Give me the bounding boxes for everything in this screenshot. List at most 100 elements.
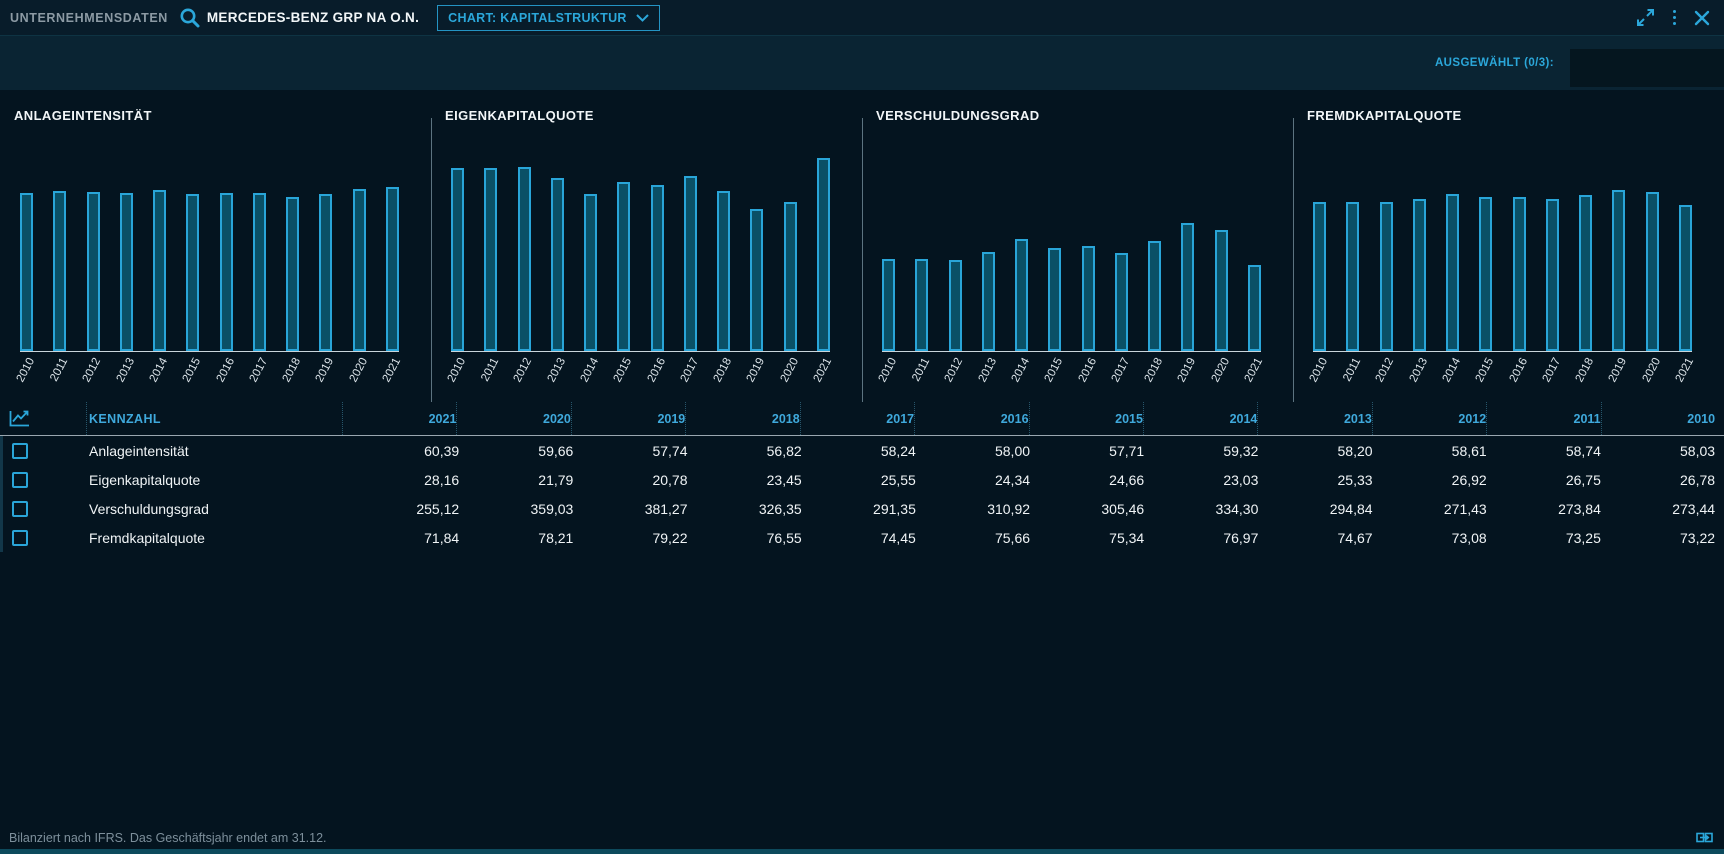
x-axis-label: 2010: [14, 356, 38, 385]
value-cell: 58,00: [994, 442, 1031, 459]
value-cell: 255,12: [416, 500, 460, 517]
x-axis-label: 2020: [1209, 356, 1232, 385]
search-icon: [178, 6, 201, 29]
row-select-checkbox[interactable]: [12, 500, 28, 517]
x-axis-label: 2020: [347, 356, 370, 385]
value-cell: 291,35: [873, 500, 916, 517]
x-axis-label: 2016: [1076, 356, 1099, 385]
header-icon-cell: [0, 410, 86, 427]
bar-2014: [1015, 239, 1029, 351]
value-cell: 25,55: [880, 471, 916, 488]
bar-2019: [1612, 190, 1626, 351]
line-chart-icon: [9, 410, 30, 427]
bar-2021: [385, 187, 399, 351]
table-header-row: KENNZAHL 2021 2020 2019 2018 2017 2016 2015 201…: [0, 402, 1724, 436]
value-cell: 23,45: [766, 471, 802, 488]
bar-2016: [1081, 246, 1095, 351]
value-cell: 71,84: [424, 529, 460, 546]
x-axis-label: 2011: [910, 356, 933, 384]
bar-2014: [584, 194, 598, 351]
x-axis-label: 2013: [1407, 356, 1430, 385]
bar-2018: [1148, 241, 1162, 351]
kennzahl-column-header: KENNZAHL: [86, 402, 342, 435]
column-header-2013: 2013: [1257, 402, 1372, 435]
chart-title: VERSCHULDUNGSGRAD: [876, 108, 1040, 123]
bar-2013: [119, 193, 133, 351]
x-axis-label: 2016: [1507, 356, 1530, 385]
kennzahl-label: Anlageintensität: [89, 442, 189, 459]
value-cell: 24,34: [994, 471, 1031, 488]
x-axis-label: 2021: [1242, 356, 1266, 385]
value-cell: 56,82: [766, 442, 802, 459]
row-select-checkbox[interactable]: [12, 442, 28, 459]
expand-button[interactable]: [1636, 8, 1655, 27]
x-axis-label: 2013: [114, 356, 137, 385]
x-axis-label: 2010: [445, 356, 469, 385]
value-cell: 26,75: [1565, 471, 1601, 488]
bar-2010: [1313, 202, 1326, 351]
table-row: Eigenkapitalquote 28,16 21,79 20,78 23,45 25,…: [3, 465, 1724, 494]
bar-2010: [20, 193, 33, 351]
checkbox-cell: [3, 529, 89, 546]
bar-2020: [352, 189, 366, 351]
x-axis-label: 2019: [1606, 356, 1630, 385]
bar-2012: [517, 167, 531, 351]
x-axis-labels: 2010 2011 2012 2013 2014 2015 2016 2017 2018 2019…: [876, 353, 1266, 402]
value-cell: 78,21: [538, 529, 574, 546]
x-axis-label: 2016: [645, 356, 668, 385]
chart-title: FREMDKAPITALQUOTE: [1307, 108, 1462, 123]
menu-button[interactable]: [1671, 8, 1679, 28]
x-axis-label: 2014: [578, 356, 602, 385]
kennzahl-label: Eigenkapitalquote: [89, 471, 201, 488]
bar-2013: [981, 252, 995, 351]
bar-2013: [1412, 199, 1426, 351]
x-axis-label: 2018: [1573, 356, 1597, 385]
provider-logo-icon: [1696, 832, 1713, 843]
bar-2014: [153, 190, 167, 351]
bar-2020: [1214, 230, 1228, 351]
charts-row: ANLAGEINTENSITÄT 2010 2011 2012 2013 2014 201…: [0, 90, 1724, 402]
column-header-2018: 2018: [685, 402, 800, 435]
value-cell: 57,71: [1109, 442, 1145, 459]
bar-2013: [550, 178, 564, 351]
row-select-checkbox[interactable]: [12, 471, 28, 488]
chart-type-dropdown[interactable]: CHART: KAPITALSTRUKTUR: [437, 4, 660, 31]
value-cell: 79,22: [652, 529, 688, 546]
x-axis-label: 2012: [512, 356, 535, 385]
value-cell: 310,92: [987, 500, 1031, 517]
x-axis-labels: 2010 2011 2012 2013 2014 2015 2016 2017 2018 2019…: [1307, 353, 1696, 402]
search-button[interactable]: [178, 6, 201, 29]
row-select-checkbox[interactable]: [12, 529, 28, 546]
close-button[interactable]: [1694, 10, 1710, 26]
x-axis-label: 2017: [678, 356, 701, 385]
value-cell: 23,03: [1223, 471, 1259, 488]
bar-2011: [484, 168, 498, 351]
x-axis-label: 2020: [1640, 356, 1663, 385]
value-cell: 76,97: [1223, 529, 1259, 546]
checkbox-cell: [3, 442, 89, 459]
value-cell: 294,84: [1329, 500, 1373, 517]
x-axis-label: 2010: [876, 356, 900, 385]
column-header-2014: 2014: [1142, 402, 1257, 435]
kennzahl-label: Verschuldungsgrad: [89, 500, 209, 517]
x-axis-label: 2010: [1307, 356, 1331, 385]
x-axis-label: 2019: [1175, 356, 1199, 385]
kebab-menu-icon: [1671, 8, 1679, 28]
x-axis-label: 2014: [1440, 356, 1464, 385]
value-cell: 73,08: [1451, 529, 1487, 546]
value-cell: 59,32: [1223, 442, 1259, 459]
x-axis-label: 2015: [611, 356, 635, 385]
x-axis-label: 2012: [1374, 356, 1397, 385]
expand-icon: [1636, 8, 1655, 27]
x-axis-label: 2018: [1142, 356, 1166, 385]
x-axis-label: 2015: [180, 356, 204, 385]
bar-2015: [617, 182, 631, 351]
kennzahl-label: Fremdkapitalquote: [89, 529, 205, 546]
top-bar: UNTERNEHMENSDATEN MERCEDES-BENZ GRP NA O…: [0, 0, 1724, 36]
bar-2011: [915, 259, 929, 351]
value-cell: 24,66: [1109, 471, 1145, 488]
checkbox-cell: [3, 471, 89, 488]
bar-2018: [717, 191, 731, 351]
accounting-note: Bilanziert nach IFRS. Das Geschäftsjahr …: [9, 831, 327, 845]
